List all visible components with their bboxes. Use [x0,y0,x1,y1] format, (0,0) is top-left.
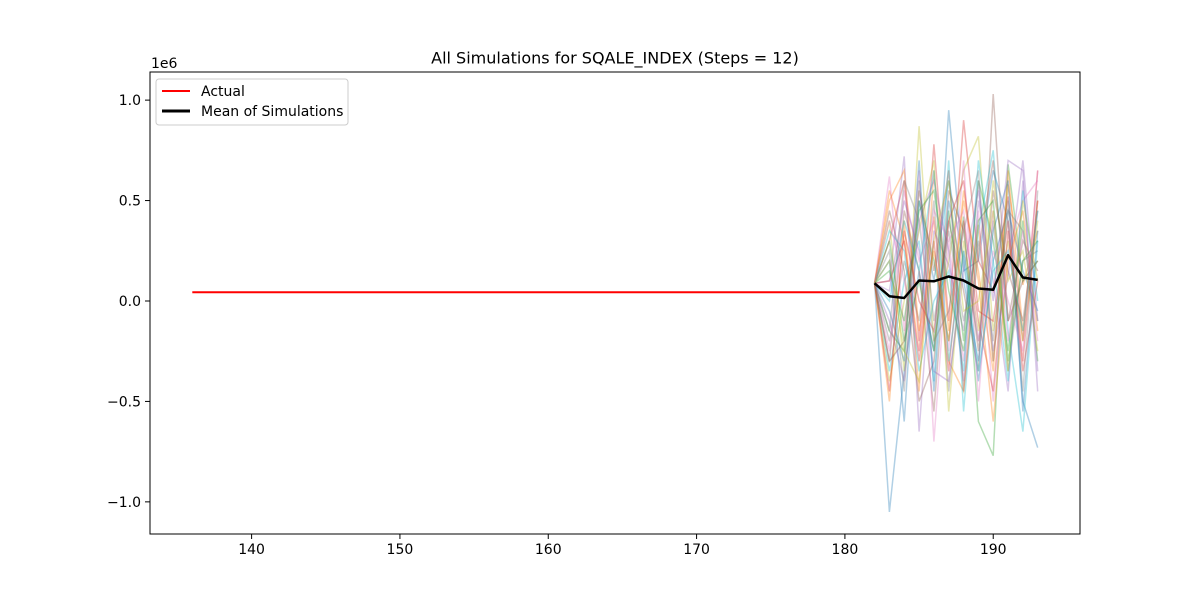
simulation-line [873,160,1039,412]
legend-actual-label: Actual [201,84,245,100]
simulation-line [873,180,1039,392]
x-tick-label: 180 [832,542,859,558]
simulation-line [873,180,1039,362]
simulation-line [874,170,1039,372]
legend-mean-label: Mean of Simulations [201,104,343,120]
x-tick-label: 170 [683,542,710,558]
plot-area [192,94,1039,512]
simulation-line [873,160,1039,382]
y-multiplier-label: 1e6 [151,56,178,72]
legend-box [155,78,349,126]
simulation-line [873,150,1039,432]
y-tick-label: 0.0 [119,294,141,310]
y-tick-label: 1.0 [119,93,141,109]
simulation-line [873,180,1039,392]
x-tick-label: 160 [535,542,562,558]
axes-frame [149,71,1081,535]
simulation-line [873,190,1039,402]
y-tick-label: 0.5 [119,194,141,210]
simulation-line [873,160,1039,392]
simulation-line [873,177,1039,392]
mean-line [873,253,1038,300]
legend: Actual Mean of Simulations [155,78,349,126]
simulation-line [873,170,1039,352]
simulation-line [873,160,1039,402]
x-tick-label: 150 [387,542,414,558]
simulation-line [873,180,1039,384]
simulation-line [874,188,1039,362]
simulation-line [873,110,1039,512]
simulation-line [873,170,1039,362]
simulation-line [873,94,1039,412]
simulation-line [873,184,1039,395]
simulation-line [873,180,1039,422]
y-tick-label: −0.5 [107,394,141,410]
simulation-line [874,220,1039,392]
x-tick-label: 190 [980,542,1007,558]
chart-title: All Simulations for SQALE_INDEX (Steps =… [431,49,799,69]
axes: 140 150 160 170 180 190 −1.0 −0.5 0.0 0.5 1.0 [107,71,1081,558]
simulation-line [873,170,1039,402]
simulation-line [873,167,1039,422]
y-tick-label: −1.0 [107,495,141,511]
simulation-line [873,120,1039,342]
simulation-line [873,160,1039,412]
x-tick-label: 140 [238,542,265,558]
simulation-line [873,170,1039,442]
simulation-line [874,159,1039,392]
simulation-line [873,200,1039,392]
